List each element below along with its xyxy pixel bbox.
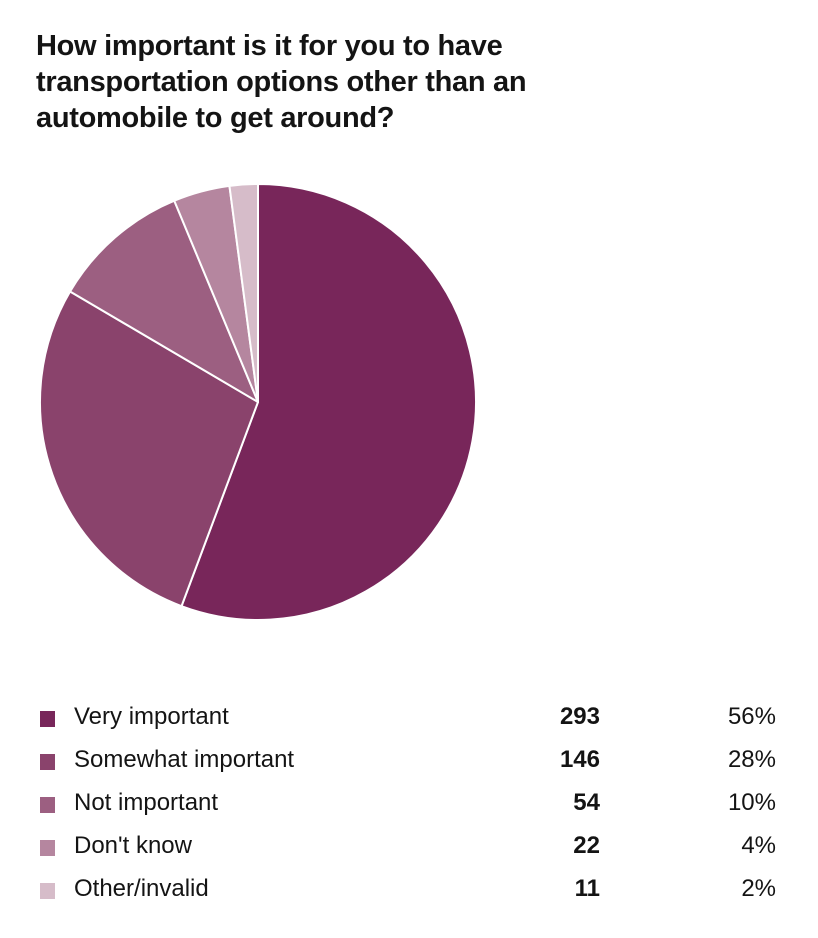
legend-row-not-important: Not important 54 10% xyxy=(36,786,786,829)
legend-percent: 56% xyxy=(727,703,776,730)
legend-swatch xyxy=(40,711,55,727)
legend-percent: 28% xyxy=(727,746,776,773)
legend-count: 11 xyxy=(574,875,600,902)
legend-row-somewhat-important: Somewhat important 146 28% xyxy=(36,743,786,786)
legend-label: Don't know xyxy=(74,832,192,859)
pie-slice-other-invalid xyxy=(228,183,259,403)
legend-label: Very important xyxy=(74,703,229,730)
legend: Very important 293 56% Somewhat importan… xyxy=(36,700,786,915)
legend-label: Other/invalid xyxy=(74,875,209,902)
legend-label: Not important xyxy=(74,789,219,816)
legend-count: 146 xyxy=(559,746,600,773)
chart-title: How important is it for you to have tran… xyxy=(36,30,527,134)
legend-count: 54 xyxy=(573,789,600,816)
legend-percent: 2% xyxy=(741,875,776,902)
pie-slice-not-important xyxy=(69,199,259,403)
pie-slice-very-important xyxy=(180,183,477,621)
legend-swatch xyxy=(40,797,55,813)
legend-swatch xyxy=(40,754,55,770)
legend-label: Somewhat important xyxy=(74,746,295,773)
legend-row-other-invalid: Other/invalid 11 2% xyxy=(36,872,786,915)
legend-percent: 4% xyxy=(741,832,776,859)
legend-count: 22 xyxy=(573,832,600,859)
legend-row-dont-know: Don't know 22 4% xyxy=(36,829,786,872)
pie-chart xyxy=(39,183,477,621)
legend-swatch xyxy=(40,883,55,899)
legend-count: 293 xyxy=(559,703,600,730)
legend-swatch xyxy=(40,840,55,856)
legend-row-very-important: Very important 293 56% xyxy=(36,700,786,743)
legend-percent: 10% xyxy=(727,789,776,816)
